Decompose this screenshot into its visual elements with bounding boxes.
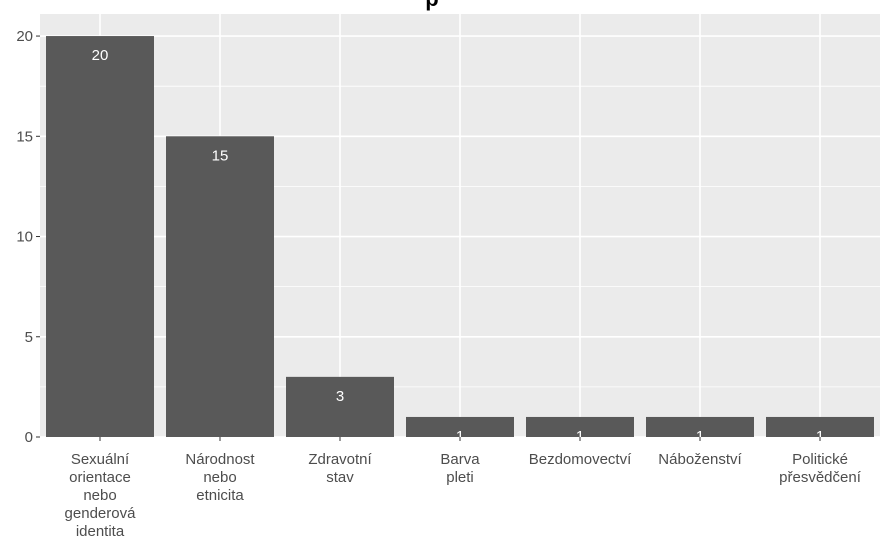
data-label: 15 — [212, 147, 229, 164]
x-category-label: Zdravotní stav — [308, 451, 372, 486]
data-label: 1 — [456, 428, 464, 445]
x-category-label: Národnost nebo etnicita — [185, 451, 255, 504]
data-labels: 20 15 3 1 1 1 1 — [92, 47, 825, 445]
bar — [166, 136, 274, 437]
bar — [526, 416, 634, 437]
bar — [646, 416, 754, 437]
bar — [286, 376, 394, 437]
bar — [46, 36, 154, 438]
data-label: 3 — [336, 388, 344, 405]
x-category-label: Sexuální orientace nebo genderová identita — [65, 451, 137, 540]
data-label: 1 — [816, 428, 824, 445]
data-label: 1 — [576, 428, 584, 445]
x-category-label: Bezdomovectví — [529, 451, 632, 468]
bar — [766, 416, 874, 437]
y-tick-label: 0 — [25, 429, 33, 446]
x-category-label: Politické přesvědčení — [779, 451, 862, 486]
bar — [406, 416, 514, 437]
x-axis: Sexuální orientace nebo genderová identita Ná… — [65, 437, 862, 540]
data-label: 1 — [696, 428, 704, 445]
bars — [46, 36, 874, 438]
y-tick-label: 10 — [16, 229, 33, 246]
y-axis: 0 5 10 15 20 — [16, 28, 40, 446]
y-tick-label: 5 — [25, 329, 33, 346]
y-tick-label: 20 — [16, 28, 33, 45]
x-category-label: Náboženství — [658, 451, 742, 468]
y-tick-label: 15 — [16, 128, 33, 145]
data-label: 20 — [92, 47, 109, 64]
x-category-label: Barva pleti — [440, 451, 480, 486]
chart-title-fragment: p — [425, 0, 438, 11]
